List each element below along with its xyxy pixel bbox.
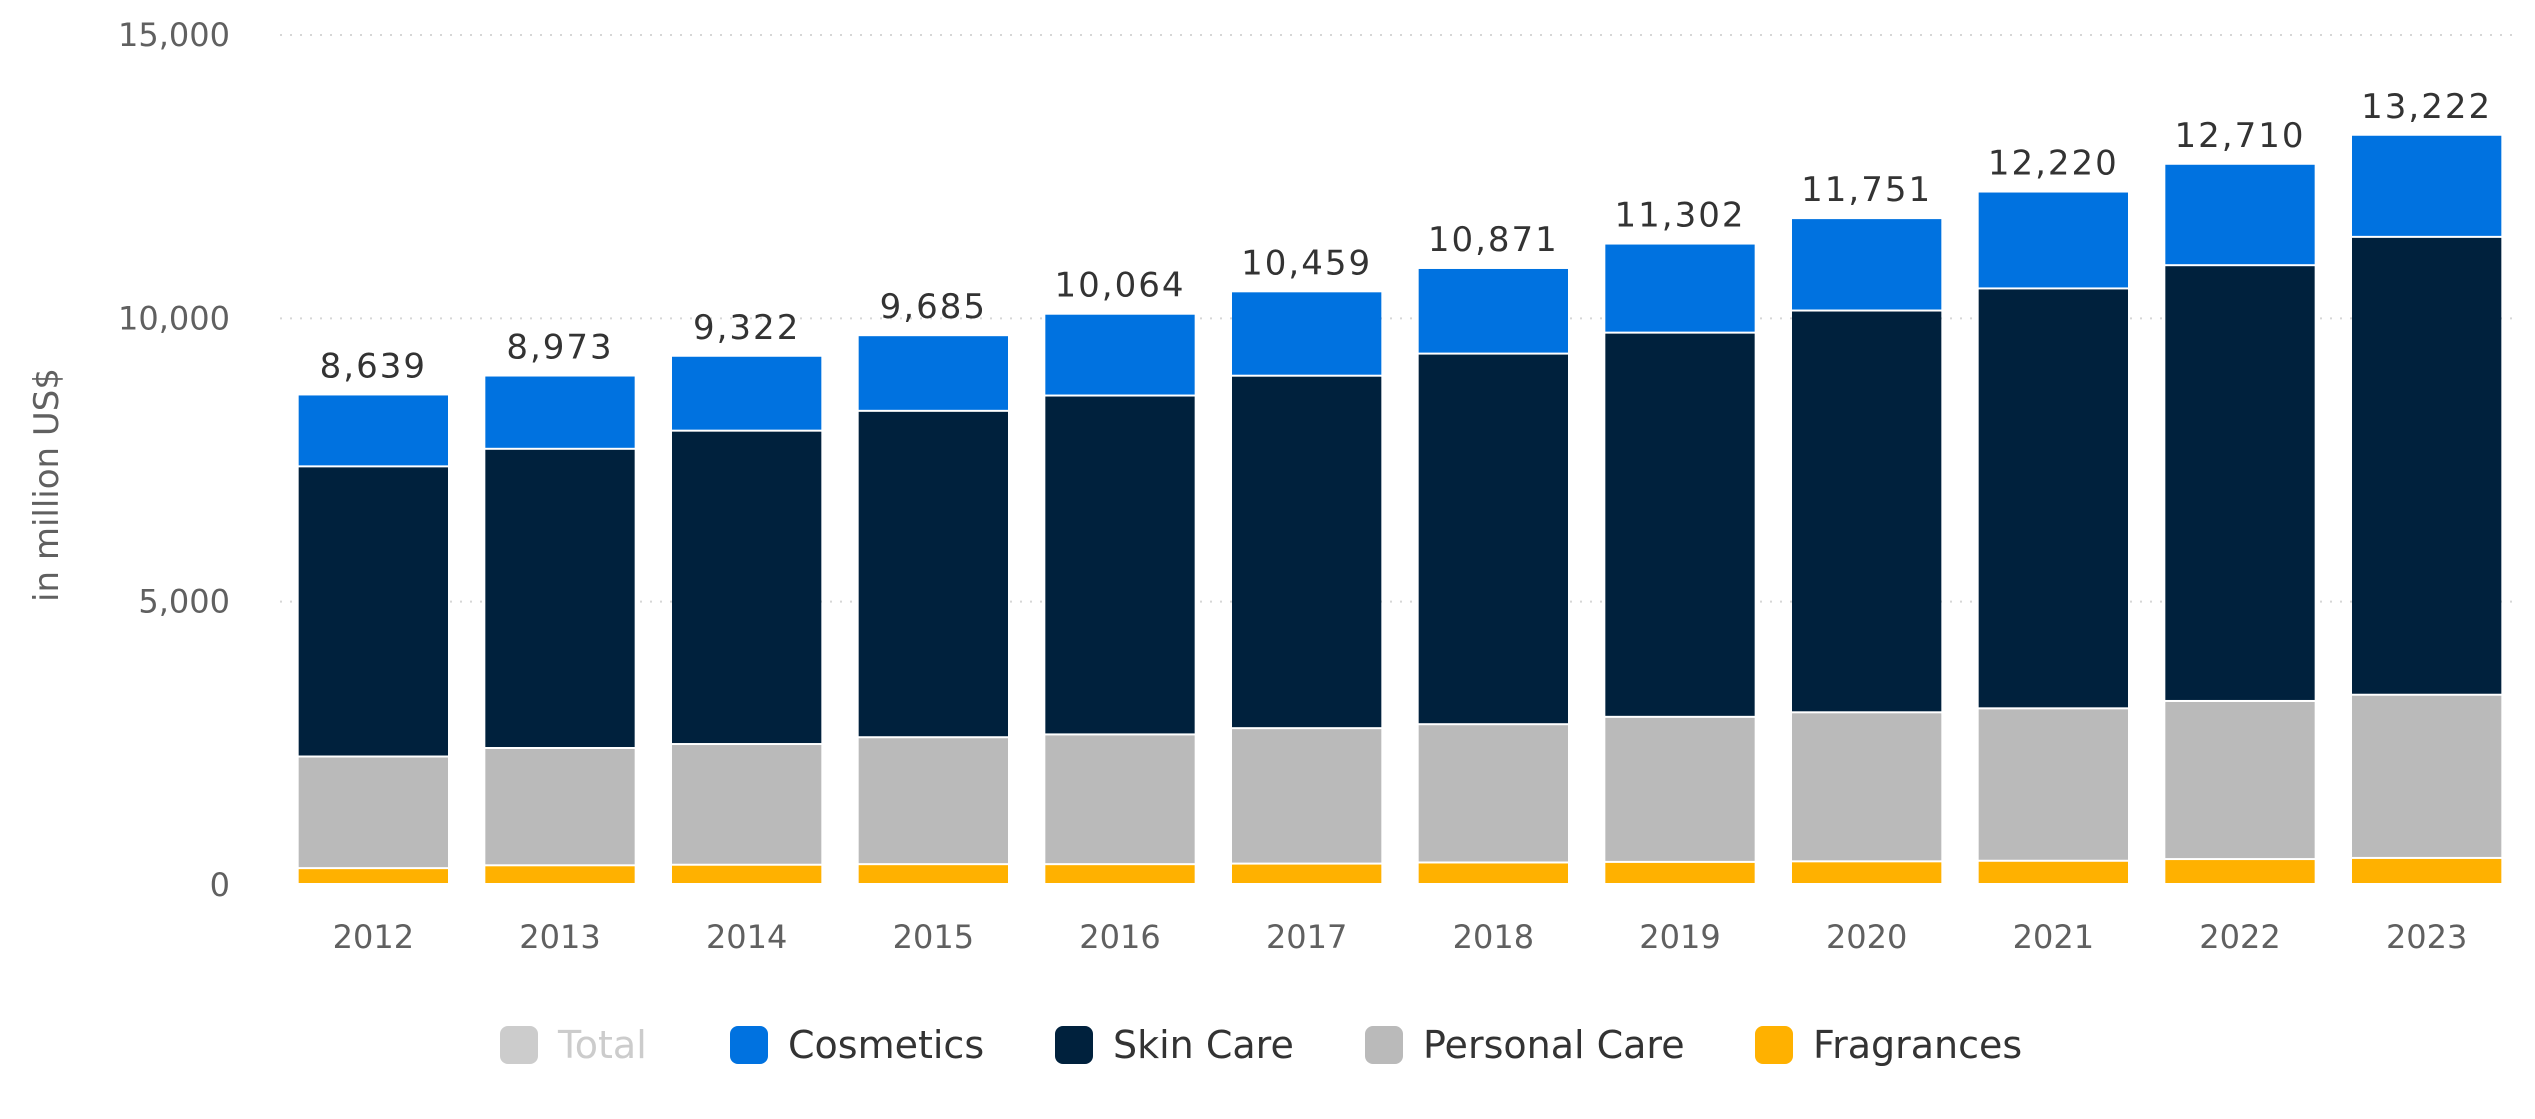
x-tick-label: 2018 xyxy=(1453,918,1534,956)
legend-swatch xyxy=(1365,1026,1403,1064)
total-data-label: 12,220 xyxy=(1988,144,2119,184)
bar-personal-care[interactable] xyxy=(1978,709,2128,860)
legend-swatch xyxy=(1055,1026,1093,1064)
bar-cosmetics[interactable] xyxy=(485,376,635,448)
legend-label: Fragrances xyxy=(1813,1023,2022,1067)
legend-label: Personal Care xyxy=(1423,1023,1685,1067)
x-tick-label: 2020 xyxy=(1826,918,1907,956)
bar-personal-care[interactable] xyxy=(1792,713,1942,861)
y-tick-label: 5,000 xyxy=(138,583,230,621)
total-data-label: 8,973 xyxy=(506,328,613,368)
bar-fragrances[interactable] xyxy=(1605,862,1755,883)
bar-skin-care[interactable] xyxy=(1605,333,1755,716)
bar-personal-care[interactable] xyxy=(1045,735,1195,864)
bar-skin-care[interactable] xyxy=(1045,396,1195,734)
bar-personal-care[interactable] xyxy=(1232,729,1382,863)
x-tick-label: 2012 xyxy=(333,918,414,956)
total-data-label: 10,871 xyxy=(1428,220,1559,260)
total-data-label: 13,222 xyxy=(2361,87,2492,127)
total-labels: 8,639 8,973 9,322 9,685 10,064 10,459 10,871 11… xyxy=(320,87,2492,387)
bar-personal-care[interactable] xyxy=(2165,701,2315,859)
total-data-label: 9,322 xyxy=(693,308,800,348)
bar-fragrances[interactable] xyxy=(485,866,635,883)
legend-swatch xyxy=(1755,1026,1793,1064)
y-axis-title: in million US$ xyxy=(27,368,67,602)
bar-personal-care[interactable] xyxy=(858,738,1008,864)
total-data-label: 10,064 xyxy=(1055,266,1186,306)
bar-skin-care[interactable] xyxy=(2165,266,2315,700)
legend-item-fragrances[interactable]: Fragrances xyxy=(1755,1023,2022,1067)
legend-swatch xyxy=(500,1026,538,1064)
y-axis: 0 5,000 10,000 15,000 xyxy=(118,16,230,904)
bar-cosmetics[interactable] xyxy=(2165,164,2315,265)
bar-cosmetics[interactable] xyxy=(1418,268,1568,353)
y-tick-label: 0 xyxy=(210,866,230,904)
x-tick-label: 2015 xyxy=(893,918,974,956)
x-tick-label: 2013 xyxy=(519,918,600,956)
bar-skin-care[interactable] xyxy=(1418,354,1568,724)
bar-fragrances[interactable] xyxy=(1045,865,1195,883)
bar-cosmetics[interactable] xyxy=(1232,292,1382,375)
bar-skin-care[interactable] xyxy=(2352,237,2502,694)
total-data-label: 12,710 xyxy=(2175,116,2306,156)
legend-label: Total xyxy=(557,1023,647,1067)
bar-fragrances[interactable] xyxy=(2165,860,2315,883)
bar-personal-care[interactable] xyxy=(2352,695,2502,857)
y-tick-label: 10,000 xyxy=(118,299,230,337)
legend-label: Cosmetics xyxy=(788,1023,984,1067)
bar-cosmetics[interactable] xyxy=(858,336,1008,410)
bar-skin-care[interactable] xyxy=(1978,289,2128,708)
total-data-label: 9,685 xyxy=(880,287,987,327)
total-data-label: 10,459 xyxy=(1241,243,1372,283)
x-axis: 2012 2013 2014 2015 2016 2017 2018 2019 2020 2021… xyxy=(333,918,2468,956)
bar-personal-care[interactable] xyxy=(672,745,822,864)
x-tick-label: 2019 xyxy=(1639,918,1720,956)
bar-cosmetics[interactable] xyxy=(1605,244,1755,332)
bar-cosmetics[interactable] xyxy=(2352,135,2502,236)
bar-fragrances[interactable] xyxy=(1232,864,1382,883)
bar-fragrances[interactable] xyxy=(1792,862,1942,883)
grid-lines xyxy=(280,34,2520,603)
bar-skin-care[interactable] xyxy=(485,449,635,747)
x-tick-label: 2022 xyxy=(2199,918,2280,956)
y-tick-label: 15,000 xyxy=(118,16,230,54)
bar-fragrances[interactable] xyxy=(2352,858,2502,883)
bar-fragrances[interactable] xyxy=(1418,863,1568,883)
bar-personal-care[interactable] xyxy=(1605,717,1755,861)
bar-skin-care[interactable] xyxy=(1792,311,1942,712)
bar-cosmetics[interactable] xyxy=(298,395,448,466)
legend-item-cosmetics[interactable]: Cosmetics xyxy=(730,1023,984,1067)
bar-skin-care[interactable] xyxy=(298,467,448,756)
bar-cosmetics[interactable] xyxy=(1978,192,2128,288)
x-tick-label: 2014 xyxy=(706,918,787,956)
bar-cosmetics[interactable] xyxy=(672,356,822,430)
bar-fragrances[interactable] xyxy=(858,865,1008,883)
bar-skin-care[interactable] xyxy=(1232,376,1382,728)
bar-personal-care[interactable] xyxy=(1418,725,1568,862)
bar-skin-care[interactable] xyxy=(672,431,822,744)
legend-item-skin-care[interactable]: Skin Care xyxy=(1055,1023,1294,1067)
x-tick-label: 2023 xyxy=(2386,918,2467,956)
bar-fragrances[interactable] xyxy=(298,869,448,883)
x-tick-label: 2017 xyxy=(1266,918,1347,956)
legend: Total Cosmetics Skin Care Personal Care Frag… xyxy=(500,1023,2022,1067)
bar-skin-care[interactable] xyxy=(858,411,1008,737)
bar-personal-care[interactable] xyxy=(485,749,635,865)
bar-cosmetics[interactable] xyxy=(1045,314,1195,395)
bars xyxy=(298,135,2502,883)
legend-item-total[interactable]: Total xyxy=(500,1023,647,1067)
total-data-label: 8,639 xyxy=(320,346,427,386)
total-data-label: 11,302 xyxy=(1615,196,1746,236)
total-data-label: 11,751 xyxy=(1801,170,1932,210)
bar-fragrances[interactable] xyxy=(1978,861,2128,883)
x-tick-label: 2016 xyxy=(1079,918,1160,956)
legend-swatch xyxy=(730,1026,768,1064)
legend-label: Skin Care xyxy=(1113,1023,1294,1067)
bar-cosmetics[interactable] xyxy=(1792,219,1942,310)
legend-item-personal-care[interactable]: Personal Care xyxy=(1365,1023,1685,1067)
x-tick-label: 2021 xyxy=(2013,918,2094,956)
bar-fragrances[interactable] xyxy=(672,865,822,883)
bar-personal-care[interactable] xyxy=(298,757,448,868)
